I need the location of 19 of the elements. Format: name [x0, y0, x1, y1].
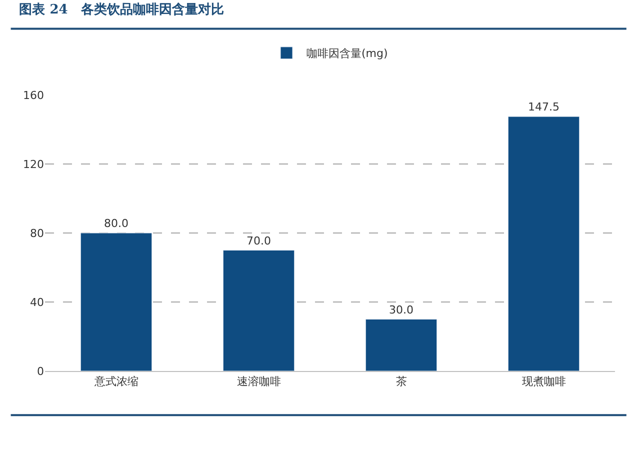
- bar: [365, 319, 438, 371]
- legend-label: 咖啡因含量(mg): [306, 47, 388, 60]
- y-tick-label: 0: [37, 364, 44, 378]
- data-label: 147.5: [528, 100, 560, 114]
- chart-title: 图表 24 各类饮品咖啡因含量对比: [19, 2, 224, 18]
- data-label: 70.0: [246, 234, 272, 248]
- bar: [222, 250, 295, 371]
- x-tick-label: 茶: [396, 375, 407, 388]
- y-tick-label: 120: [23, 158, 44, 171]
- data-label: 30.0: [389, 303, 414, 316]
- y-tick-label: 80: [30, 226, 44, 240]
- x-tick-label: 意式浓缩: [93, 375, 138, 388]
- bar: [80, 232, 152, 371]
- x-tick-label: 现煮咖啡: [522, 375, 566, 388]
- y-tick-label: 160: [23, 88, 44, 102]
- bar: [508, 116, 580, 371]
- data-label: 80.0: [104, 217, 129, 230]
- y-tick-label: 40: [30, 296, 44, 309]
- x-tick-label: 速溶咖啡: [236, 375, 281, 388]
